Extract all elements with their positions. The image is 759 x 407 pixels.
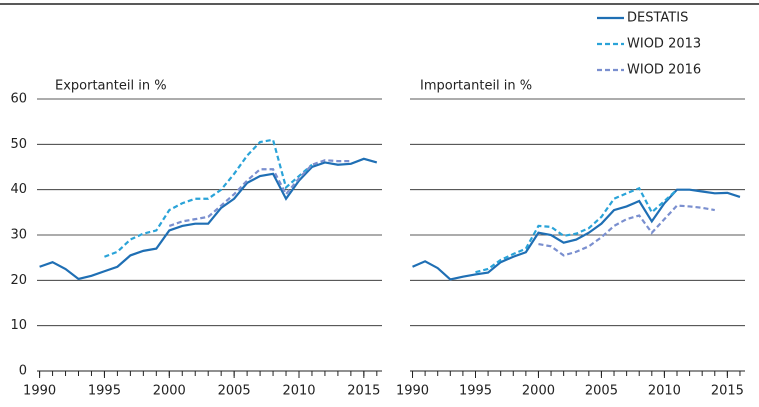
y-tick-label: 10	[10, 318, 27, 333]
y-tick-label: 20	[10, 273, 27, 288]
series-line	[538, 204, 715, 257]
legend-label: WIOD 2013	[627, 37, 701, 52]
x-tick-label: 2000	[522, 384, 555, 399]
y-tick-label: 50	[10, 137, 27, 152]
y-tick-label: 30	[10, 228, 27, 243]
legend-label: DESTATIS	[627, 11, 688, 26]
series-line	[39, 157, 378, 281]
series-line	[168, 159, 351, 227]
x-tick-label: 2010	[648, 384, 681, 399]
y-tick-label: 60	[10, 92, 27, 107]
series-line	[475, 186, 678, 274]
legend-label: WIOD 2016	[627, 63, 701, 78]
x-tick-label: 2000	[153, 384, 186, 399]
series-line	[412, 188, 741, 281]
x-tick-label: 2015	[347, 384, 380, 399]
x-tick-label: 2010	[282, 384, 315, 399]
x-tick-label: 1990	[23, 384, 56, 399]
y-axis-title: Importanteil in %	[420, 79, 532, 94]
series-line	[104, 138, 313, 258]
x-tick-label: 2005	[585, 384, 618, 399]
x-tick-label: 1990	[396, 384, 429, 399]
x-tick-label: 1995	[459, 384, 492, 399]
x-tick-label: 2005	[218, 384, 251, 399]
y-axis-title: Exportanteil in %	[55, 79, 167, 94]
x-tick-label: 2015	[711, 384, 744, 399]
x-tick-label: 1995	[88, 384, 121, 399]
y-tick-label: 0	[19, 364, 27, 379]
y-tick-label: 40	[10, 182, 27, 197]
